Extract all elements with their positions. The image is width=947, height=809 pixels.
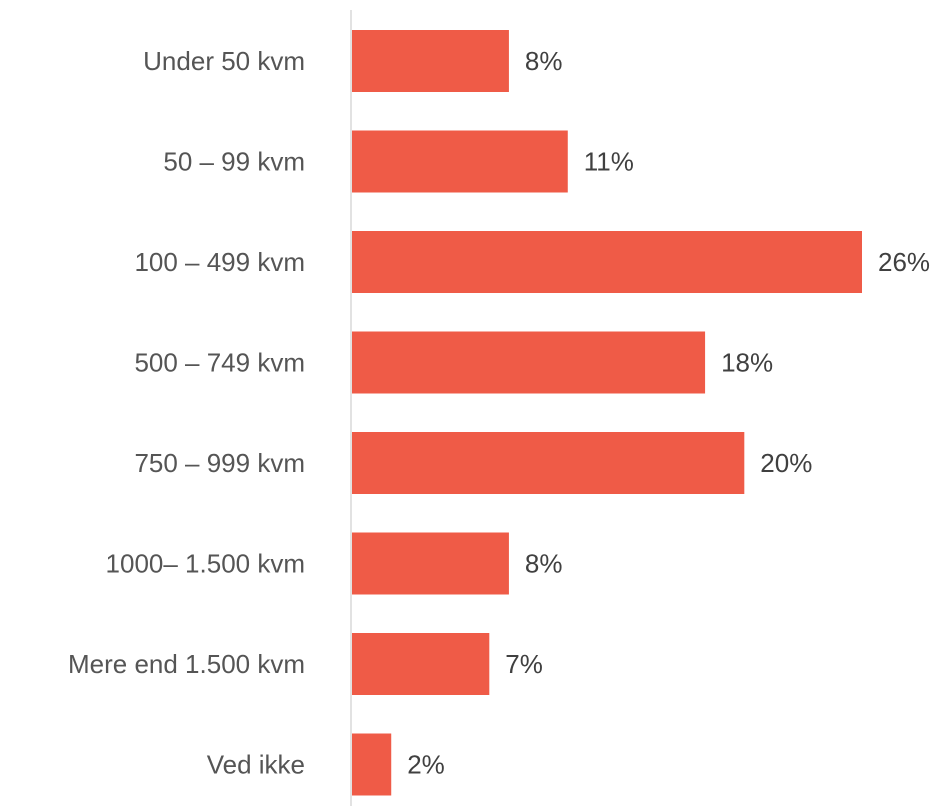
category-labels: Under 50 kvm 50 – 99 kvm 100 – 499 kvm 500 …: [68, 46, 305, 780]
category-label-3: 500 – 749 kvm: [134, 348, 305, 378]
value-label-4: 20%: [760, 448, 812, 478]
value-label-6: 7%: [505, 649, 543, 679]
category-label-1: 50 – 99 kvm: [163, 147, 305, 177]
value-label-2: 26%: [878, 247, 930, 277]
value-label-5: 8%: [525, 549, 563, 579]
category-label-2: 100 – 499 kvm: [134, 247, 305, 277]
bar-7: [352, 733, 392, 796]
bar-2: [352, 231, 862, 293]
category-label-6: Mere end 1.500 kvm: [68, 649, 305, 679]
value-label-3: 18%: [721, 348, 773, 378]
bar-5: [352, 532, 509, 595]
value-label-1: 11%: [584, 147, 634, 177]
bars-group: [352, 30, 862, 796]
bar-6: [352, 633, 490, 695]
category-label-0: Under 50 kvm: [143, 46, 305, 76]
category-label-7: Ved ikke: [207, 750, 305, 780]
value-label-0: 8%: [525, 46, 563, 76]
bar-1: [352, 130, 568, 193]
bar-4: [352, 432, 745, 494]
category-label-5: 1000– 1.500 kvm: [106, 549, 305, 579]
category-label-4: 750 – 999 kvm: [134, 448, 305, 478]
value-label-7: 2%: [407, 750, 445, 780]
bar-0: [352, 30, 509, 92]
value-labels: 8% 11% 26% 18% 20% 8% 7% 2%: [407, 46, 930, 780]
bar-3: [352, 331, 706, 394]
